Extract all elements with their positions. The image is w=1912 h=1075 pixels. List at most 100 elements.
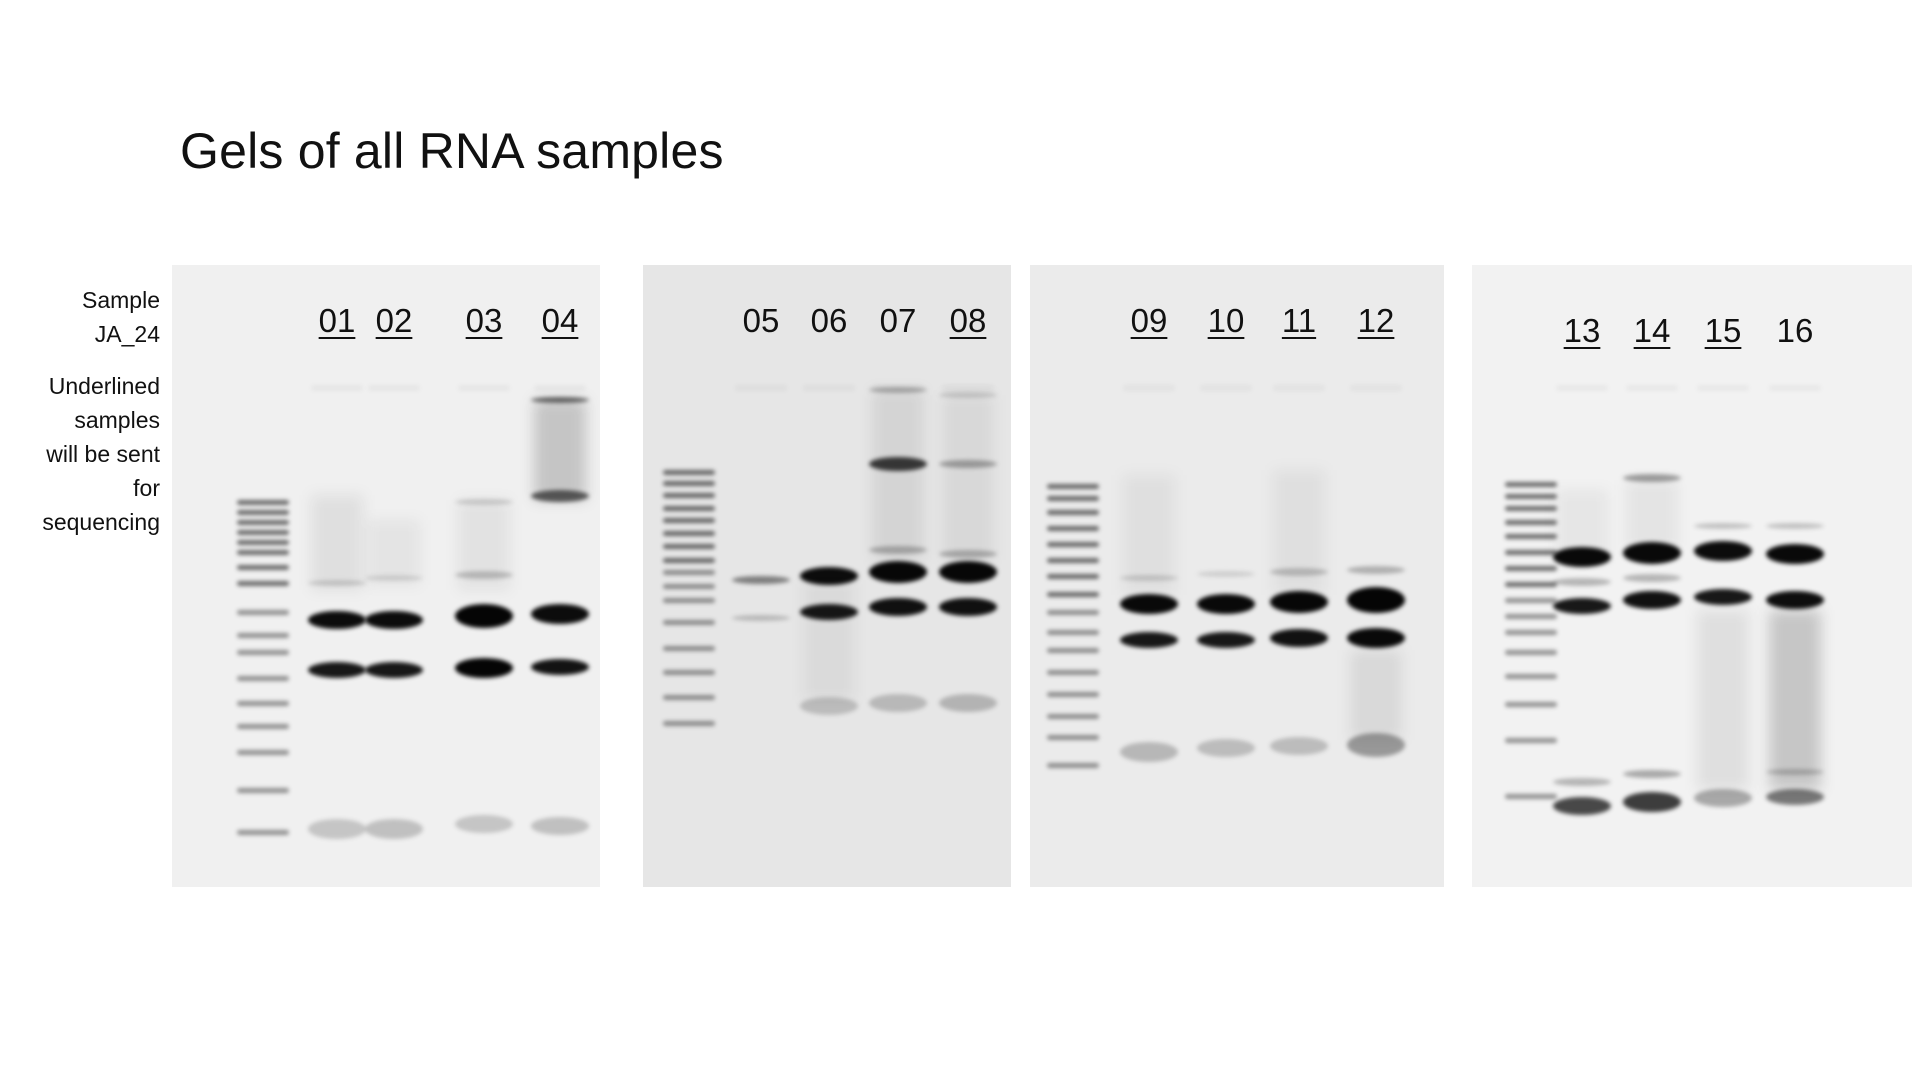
ladder-band (237, 830, 289, 835)
rna-band (1623, 474, 1681, 482)
lane-smear (311, 495, 363, 590)
legend-note-line: sequencing (42, 509, 160, 535)
ladder-band (1505, 674, 1557, 679)
rna-band (1766, 789, 1824, 805)
rna-band (1553, 547, 1611, 567)
rna-band (1120, 632, 1178, 648)
ladder-band (1047, 692, 1099, 697)
gel-well (458, 385, 510, 391)
lane-label: 11 (1281, 302, 1317, 339)
lane-smear (1769, 610, 1821, 790)
lane-label: 16 (1776, 312, 1814, 349)
gel-image-1 (172, 265, 600, 887)
lane-smear (1697, 610, 1749, 790)
rna-band (455, 604, 513, 628)
lane-smear (1350, 650, 1402, 740)
rna-band (531, 817, 589, 835)
gel-well (1556, 385, 1608, 391)
rna-band (800, 567, 858, 585)
rna-band (939, 550, 997, 558)
rna-band (939, 561, 997, 583)
ladder-band (1505, 506, 1557, 511)
rna-band (1270, 591, 1328, 613)
ladder-band (237, 610, 289, 615)
ladder-band (237, 788, 289, 793)
lane-label: 14 (1633, 312, 1671, 349)
ladder-band (1505, 494, 1557, 499)
ladder-band (1047, 763, 1099, 768)
lane-label: 02 (375, 302, 413, 339)
ladder-band (1505, 614, 1557, 619)
rna-band (365, 819, 423, 839)
rna-band (1623, 591, 1681, 609)
rna-band (1270, 629, 1328, 647)
lane-smear (1273, 470, 1325, 595)
legend-note-line: Underlined (48, 373, 160, 399)
gel-canvas (1505, 385, 1824, 815)
ladder-band (237, 510, 289, 515)
rna-band (869, 694, 927, 712)
ladder-band (1505, 738, 1557, 743)
legend-note-line: samples (74, 407, 160, 433)
lane-label: 01 (318, 302, 356, 339)
gel-well (368, 385, 420, 391)
ladder-band (1047, 735, 1099, 740)
ladder-band (1047, 630, 1099, 635)
ladder-band (663, 598, 715, 603)
rna-band (308, 819, 366, 839)
rna-band (1694, 541, 1752, 561)
rna-band (869, 561, 927, 583)
rna-band (531, 397, 589, 403)
rna-band (1197, 739, 1255, 757)
ladder-band (1505, 566, 1557, 571)
rna-band (531, 659, 589, 675)
rna-band (455, 571, 513, 579)
rna-band (939, 598, 997, 616)
ladder-band (1047, 496, 1099, 501)
gel-well (1697, 385, 1749, 391)
rna-band (1694, 589, 1752, 605)
ladder-band (237, 750, 289, 755)
ladder-band (1047, 714, 1099, 719)
gel-well (1200, 385, 1252, 391)
ladder-band (237, 565, 289, 570)
gel-well (735, 385, 787, 391)
rna-band (1553, 797, 1611, 815)
rna-band (1120, 575, 1178, 581)
ladder-band (1047, 648, 1099, 653)
ladder-band (237, 633, 289, 638)
lane-label: 09 (1130, 302, 1168, 339)
ladder-band (1505, 582, 1557, 587)
ladder-band (1047, 592, 1099, 597)
rna-band (365, 611, 423, 629)
rna-band (1197, 571, 1255, 577)
rna-band (365, 662, 423, 678)
ladder-band (237, 581, 289, 586)
ladder-band (1047, 558, 1099, 563)
lane-label: 05 (742, 302, 780, 339)
rna-band (1623, 574, 1681, 582)
lane-label: 04 (541, 302, 579, 339)
ladder-band (663, 558, 715, 563)
ladder-band (1047, 574, 1099, 579)
rna-band (1623, 542, 1681, 564)
ladder-band (663, 518, 715, 523)
legend-sample-prefix: JA_24 (94, 321, 160, 347)
rna-band (365, 575, 423, 581)
ladder-band (663, 531, 715, 536)
lane-smear (803, 580, 855, 700)
rna-band (732, 576, 790, 584)
legend-note-line: for (133, 475, 160, 501)
rna-band (869, 387, 927, 393)
ladder-band (237, 530, 289, 535)
rna-band (939, 694, 997, 712)
ladder-band (1505, 702, 1557, 707)
lane-label: 03 (465, 302, 503, 339)
rna-band (1766, 591, 1824, 609)
ladder-band (1505, 534, 1557, 539)
lane-label: 07 (879, 302, 917, 339)
ladder-band (237, 676, 289, 681)
lane-smear (942, 395, 994, 560)
legend-note-line: will be sent (46, 441, 160, 467)
rna-band (939, 460, 997, 468)
